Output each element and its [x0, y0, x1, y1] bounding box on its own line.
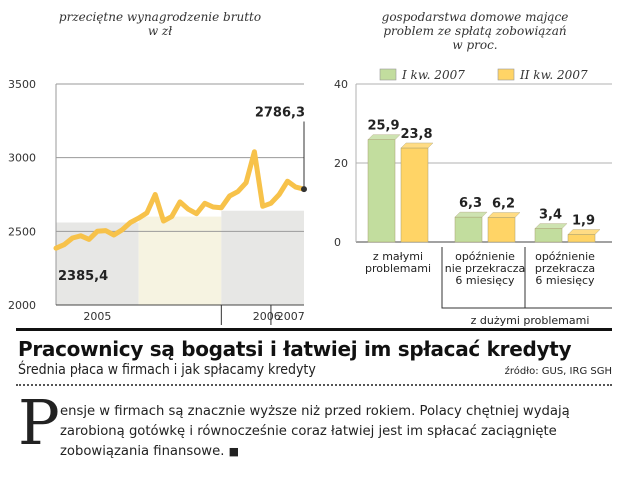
- salary-series-line: [53, 149, 307, 251]
- drop-cap: P: [18, 386, 60, 459]
- source-note: źródło: GUS, IRG SGH: [504, 366, 612, 377]
- dotted-divider: [16, 384, 612, 386]
- bar-1-1: [487, 217, 516, 243]
- bar-value-label-0-1: 23,8: [400, 127, 432, 142]
- bar-2-1: [567, 234, 596, 243]
- bar-chart-title-text: gospodarstwa domowe mające problem ze sp…: [381, 10, 569, 52]
- bar-y-tick-40: 40: [334, 78, 348, 91]
- group-bracket: [441, 304, 612, 309]
- category-label-0-line-0: z małymi: [373, 250, 423, 263]
- bar-value-label-2-1: 1,9: [572, 213, 595, 228]
- category-label-2: opóźnienie przekracza 6 miesięcy: [535, 250, 595, 287]
- year-band-0: [56, 222, 139, 305]
- bar-top-0-0: [367, 134, 401, 140]
- legend-swatch-1: [497, 68, 515, 81]
- x-year-label-2007: 2007: [277, 310, 305, 323]
- line-chart-title: przeciętne wynagrodzenie brutto w zł: [40, 10, 280, 38]
- category-label-1-line-0: opóźnienie: [455, 250, 515, 263]
- x-year-label-2005: 2005: [83, 310, 111, 323]
- y-tick-2000: 2000: [8, 299, 36, 312]
- debt-bar-chart: I kw. 2007 II kw. 2007 40 20 0 25,923,8 6,3 6…: [334, 68, 612, 327]
- section-rule: [16, 328, 612, 331]
- category-label-1: opóźnienie nie przekracza 6 miesięcy: [445, 250, 526, 287]
- category-label-2-line-1: przekracza: [535, 262, 595, 275]
- y-tick-3500: 3500: [8, 78, 36, 91]
- group-label: z dużymi problemami: [471, 314, 590, 327]
- bar-value-label-2-0: 3,4: [539, 208, 562, 223]
- end-mark-icon: ■: [228, 445, 240, 458]
- legend-label-0: I kw. 2007: [401, 68, 465, 82]
- headline: Pracownicy są bogatsi i łatwiej im spłac…: [18, 337, 572, 361]
- bar-top-1-1: [487, 212, 521, 218]
- bar-top-0-1: [400, 142, 434, 149]
- y-tick-2500: 2500: [8, 225, 36, 238]
- x-year-label-2006: 2006: [253, 310, 281, 323]
- bar-value-label-1-0: 6,3: [459, 196, 482, 211]
- legend-swatch-0: [379, 68, 397, 81]
- start-value-label: 2385,4: [58, 269, 108, 284]
- bar-0-1: [400, 147, 429, 243]
- category-label-0: z małymi problemami: [365, 250, 431, 275]
- year-band-1: [138, 216, 222, 305]
- bar-top-1-0: [454, 211, 488, 218]
- bar-value-label-1-1: 6,2: [492, 197, 515, 212]
- bar-1-0: [454, 216, 483, 243]
- end-value-label: 2786,3: [255, 105, 305, 120]
- bar-top-2-1: [567, 229, 601, 235]
- category-label-2-line-0: opóźnienie: [535, 250, 595, 263]
- category-label-2-line-2: 6 miesięcy: [535, 274, 595, 287]
- category-label-0-line-1: problemami: [365, 262, 431, 275]
- subheadline: Średnia płaca w firmach i jak spłacamy k…: [18, 362, 316, 378]
- lead-text: ensje w firmach są znacznie wyższe niż p…: [60, 404, 570, 459]
- bar-0-0: [367, 139, 396, 243]
- line-chart-title-text: przeciętne wynagrodzenie brutto w zł: [58, 10, 262, 38]
- legend-label-1: II kw. 2007: [519, 68, 588, 82]
- bar-y-tick-20: 20: [334, 157, 348, 170]
- lead-paragraph: ensje w firmach są znacznie wyższe niż p…: [60, 402, 616, 462]
- category-label-1-line-1: nie przekracza: [445, 262, 526, 275]
- y-tick-3000: 3000: [8, 152, 36, 165]
- bar-value-label-0-0: 25,9: [367, 119, 399, 134]
- bar-chart-title: gospodarstwa domowe mające problem ze sp…: [360, 10, 590, 52]
- year-band-2: [221, 210, 304, 305]
- bar-2-0: [534, 228, 563, 243]
- bar-top-2-0: [534, 223, 568, 229]
- category-label-1-line-2: 6 miesięcy: [455, 274, 515, 287]
- bar-y-tick-0: 0: [334, 236, 341, 249]
